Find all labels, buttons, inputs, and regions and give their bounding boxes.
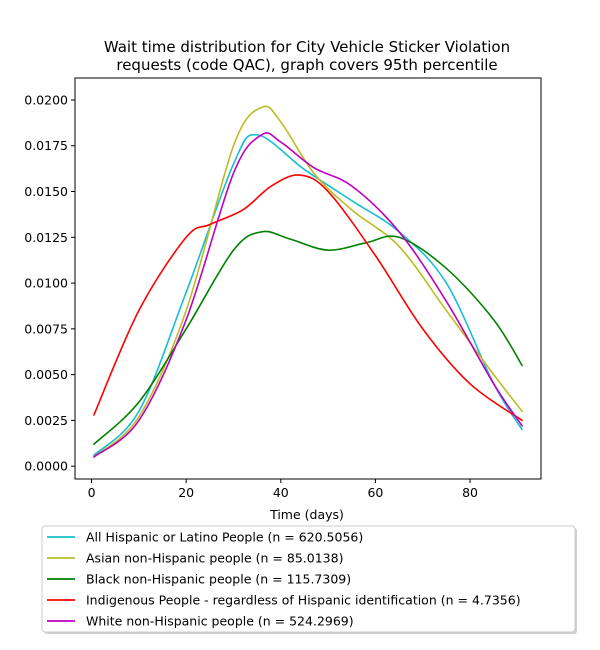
legend-entry-2: Asian non-Hispanic people (n = 85.0138) [86, 551, 343, 566]
x-axis-label: Time (days) [269, 507, 344, 522]
y-tick-label: 0.0100 [24, 276, 68, 291]
x-tick-label: 0 [88, 485, 96, 500]
x-tick-label: 40 [273, 485, 289, 500]
y-tick-label: 0.0050 [24, 367, 68, 382]
x-axis-ticks: 0 20 40 60 80 [88, 479, 478, 500]
y-tick-label: 0.0075 [24, 321, 68, 336]
chart-title-line-2: requests (code QAC), graph covers 95th p… [116, 56, 497, 74]
x-tick-label: 20 [178, 485, 194, 500]
y-tick-label: 0.0175 [24, 138, 68, 153]
x-tick-label: 80 [462, 485, 478, 500]
y-tick-label: 0.0000 [24, 459, 68, 474]
x-tick-label: 60 [367, 485, 383, 500]
series-line-1 [93, 133, 523, 456]
y-axis-ticks: 0.0000 0.0025 0.0050 0.0075 0.0100 0.0125 0.01… [24, 92, 75, 474]
plot-frame [74, 77, 542, 480]
series-line-4 [93, 174, 523, 422]
legend: All Hispanic or Latino People (n = 620.5… [41, 525, 577, 634]
y-tick-label: 0.0025 [24, 413, 68, 428]
legend-entry-3: Black non-Hispanic people (n = 115.7309) [86, 572, 351, 587]
legend-entry-5: White non-Hispanic people (n = 524.2969) [86, 614, 354, 629]
series-line-2 [93, 105, 523, 458]
series-line-3 [93, 230, 523, 446]
legend-entry-4: Indigenous People - regardless of Hispan… [86, 593, 521, 608]
chart-title-line-1: Wait time distribution for City Vehicle … [104, 38, 510, 56]
y-tick-label: 0.0200 [24, 92, 68, 107]
series-layer [93, 105, 523, 458]
legend-box [41, 525, 576, 633]
series-line-5 [93, 132, 523, 458]
y-tick-label: 0.0150 [24, 184, 68, 199]
y-tick-label: 0.0125 [24, 230, 68, 245]
legend-entry-1: All Hispanic or Latino People (n = 620.5… [86, 530, 363, 545]
